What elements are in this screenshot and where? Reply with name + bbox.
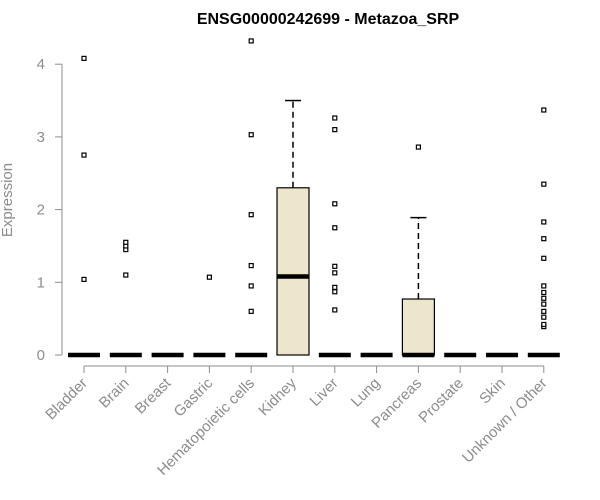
box-hematopoietic-cells (235, 38, 268, 358)
x-tick-label: Kidney (255, 374, 300, 419)
outlier-point (415, 144, 421, 150)
box-kidney (276, 99, 310, 356)
outlier-point (332, 307, 338, 313)
chart-title: ENSG00000242699 - Metazoa_SRP (197, 11, 460, 28)
box-pancreas (401, 144, 435, 358)
x-tick-label: Liver (307, 375, 342, 410)
box-brain (109, 239, 142, 358)
outlier-point (248, 308, 254, 314)
x-tick-label: Lung (348, 375, 384, 411)
x-tick-label: Bladder (42, 375, 91, 424)
box-body (401, 298, 435, 356)
box-gastric (193, 274, 226, 358)
box-body (276, 187, 310, 356)
outlier-point (248, 212, 254, 218)
y-tick-label: 0 (37, 347, 45, 364)
y-tick-label: 3 (37, 129, 45, 146)
x-tick-label: Brain (96, 375, 133, 412)
y-axis-label: Expression (0, 163, 16, 237)
outlier-point (248, 283, 254, 289)
outlier-point (332, 263, 338, 269)
outlier-point (541, 321, 547, 328)
outlier-point (332, 225, 338, 231)
outlier-point (123, 272, 129, 278)
outlier-point (332, 284, 338, 290)
x-tick-label: Skin (476, 375, 509, 408)
boxes-group (68, 38, 560, 358)
outlier-point (541, 219, 547, 225)
outlier-point (541, 283, 547, 289)
outlier-point (541, 295, 547, 301)
outlier-point (332, 289, 338, 295)
outlier-point (81, 152, 87, 158)
y-tick-label: 4 (37, 56, 45, 73)
y-tick-label: 2 (37, 202, 45, 219)
outlier-point (541, 308, 547, 314)
outlier-point (541, 301, 547, 307)
axes: 0 1 2 3 4 (37, 56, 545, 373)
outlier-point (123, 239, 129, 245)
x-tick-label: Breast (132, 374, 175, 417)
outlier-point (248, 38, 254, 44)
y-tick-label: 1 (37, 274, 45, 291)
outlier-point (248, 262, 254, 269)
box-unknown-other (527, 107, 560, 358)
box-liver (318, 115, 351, 358)
outlier-point (541, 289, 547, 296)
outlier-point (248, 132, 254, 138)
outlier-point (81, 55, 87, 61)
outlier-point (206, 274, 212, 280)
outlier-point (332, 201, 338, 207)
outlier-point (332, 270, 338, 276)
outlier-point (541, 107, 547, 113)
outlier-point (541, 181, 547, 187)
outlier-point (541, 314, 547, 320)
outlier-point (332, 127, 338, 133)
outlier-point (541, 255, 547, 261)
box-bladder (68, 55, 100, 358)
outlier-point (332, 115, 338, 121)
outlier-point (541, 236, 547, 242)
outlier-point (81, 276, 87, 282)
x-tick-label: Prostate (415, 375, 467, 427)
